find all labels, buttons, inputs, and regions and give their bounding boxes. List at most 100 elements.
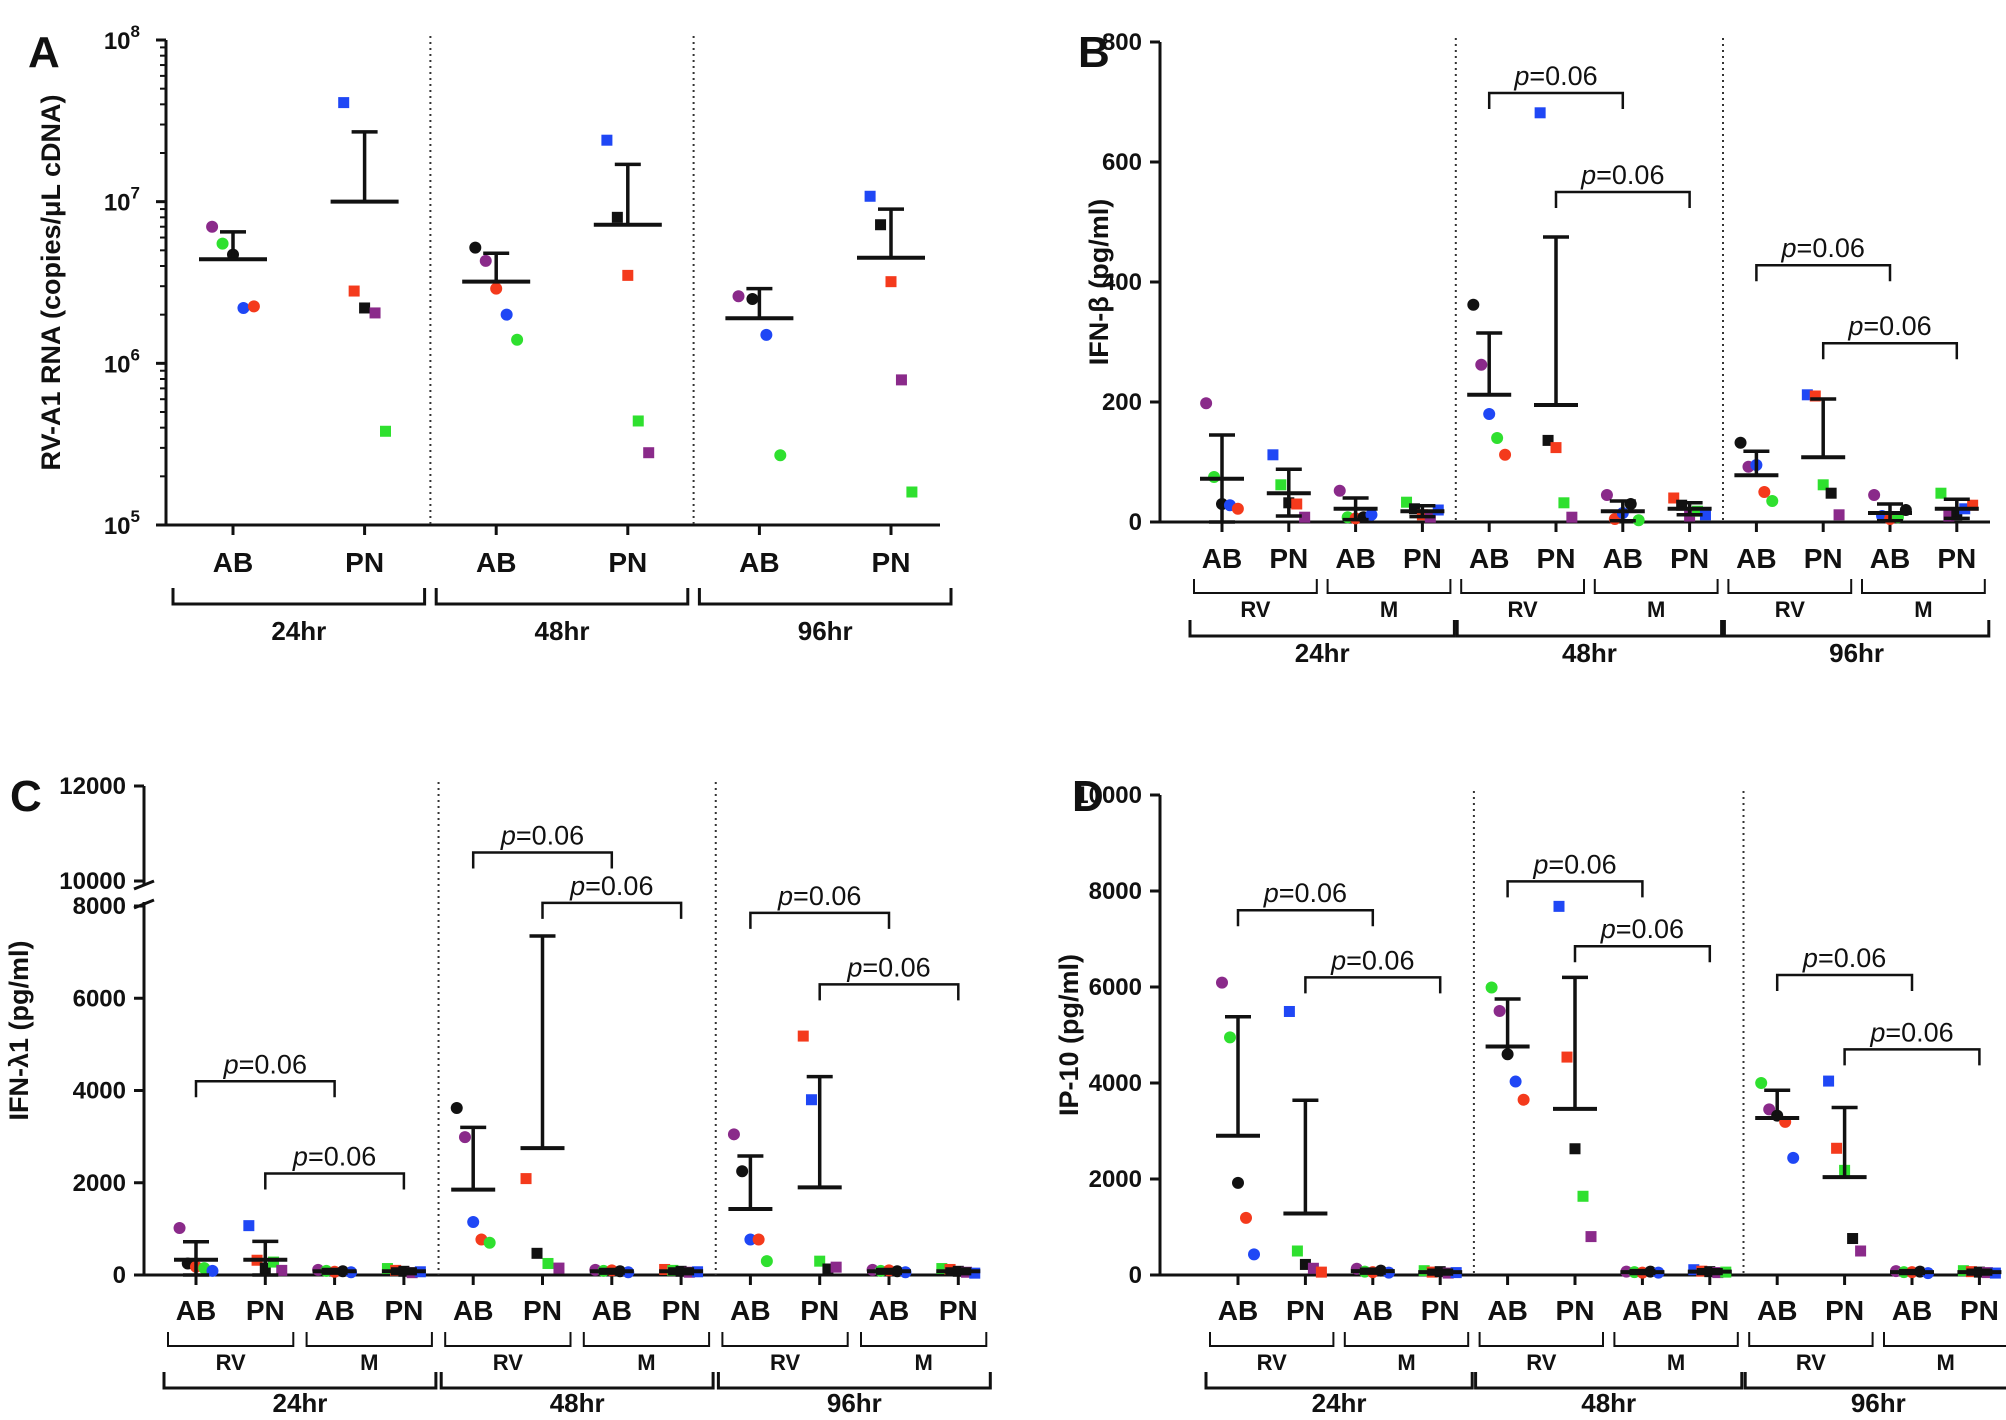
p-value: =0.06 [308, 1142, 376, 1172]
data-point [1561, 1051, 1573, 1063]
data-point [1823, 1075, 1835, 1087]
p-symbol: p [500, 821, 516, 851]
data-point [450, 1102, 463, 1115]
data-point [469, 241, 482, 254]
p-value-label: p=0.06 [500, 821, 584, 851]
group-bracket [1727, 579, 1853, 594]
p-value-label: p=0.06 [292, 1142, 376, 1172]
y-tick-label: 6000 [73, 985, 126, 1012]
data-point [1825, 487, 1837, 499]
y-axis-label: IFN-β (pg/ml) [1084, 199, 1114, 365]
p-symbol: p [1869, 1017, 1885, 1047]
p-value: =0.06 [1863, 311, 1931, 341]
p-symbol: p [1600, 914, 1616, 944]
category-label: AB [1757, 1295, 1797, 1326]
data-point [752, 1233, 765, 1246]
data-point [338, 97, 350, 109]
group-bracket [1748, 1332, 1874, 1347]
p-symbol: p [1532, 849, 1548, 879]
category-label: PN [1670, 543, 1709, 574]
data-point [380, 425, 391, 437]
data-point [479, 254, 492, 267]
category-label: PN [1421, 1295, 1460, 1326]
data-point [1577, 1190, 1589, 1202]
data-point [1475, 358, 1488, 371]
data-point [243, 1220, 255, 1232]
p-value: =0.06 [1885, 1017, 1953, 1047]
group-bracket [444, 1332, 572, 1347]
p-value-label: p=0.06 [1263, 878, 1347, 908]
category-label: AB [1870, 543, 1910, 574]
data-point [369, 307, 381, 319]
group-label: M [1914, 597, 1932, 622]
y-tick-base: 10 [104, 513, 131, 540]
data-point [359, 302, 371, 314]
category-label: AB [1892, 1295, 1932, 1326]
p-symbol: p [1580, 160, 1596, 190]
category-label: AB [213, 547, 253, 578]
group-bracket [1861, 579, 1986, 594]
group-bracket [1593, 579, 1719, 594]
timepoint-label: 48hr [1562, 638, 1617, 668]
timepoint-label: 24hr [1312, 1388, 1367, 1415]
group-label: M [637, 1350, 655, 1375]
p-value-label: p=0.06 [223, 1049, 307, 1079]
data-point [237, 301, 250, 314]
data-point [490, 282, 503, 295]
data-point [1483, 408, 1496, 420]
y-tick-label: 10000 [1075, 782, 1142, 809]
group-bracket [1209, 1332, 1335, 1347]
data-point [1755, 1077, 1768, 1089]
timepoint-bracket [1743, 1372, 2006, 1390]
y-tick-label: 200 [1102, 389, 1142, 416]
data-point [1585, 1231, 1597, 1243]
group-label: RV [1257, 1350, 1287, 1375]
group-bracket [721, 1332, 849, 1347]
category-label: PN [608, 547, 647, 578]
p-value: =0.06 [239, 1049, 307, 1079]
data-point [467, 1215, 480, 1228]
data-point [1787, 1151, 1800, 1164]
category-label: AB [1603, 543, 1643, 574]
p-value: =0.06 [1529, 61, 1597, 91]
data-point [1491, 432, 1504, 444]
y-tick-exponent: 8 [131, 22, 140, 41]
data-point [1632, 514, 1645, 527]
panel-a: ARV-A1 RNA (copies/μL cDNA)105106107108A… [28, 22, 953, 646]
category-label: AB [1202, 543, 1242, 574]
data-point [774, 449, 787, 462]
group-bracket [860, 1332, 988, 1347]
timepoint-bracket [1455, 620, 1724, 638]
category-label: PN [1403, 543, 1442, 574]
significance-bracket [1843, 1048, 1981, 1066]
p-value: =0.06 [585, 871, 653, 901]
p-symbol: p [292, 1142, 308, 1172]
data-point [1299, 511, 1311, 523]
data-point [542, 1257, 554, 1269]
p-value: =0.06 [1797, 233, 1865, 263]
group-label: M [914, 1350, 932, 1375]
data-point [760, 1255, 773, 1268]
group-bracket [1883, 1332, 2006, 1347]
data-point [864, 190, 876, 202]
timepoint-bracket [1474, 1372, 1744, 1390]
category-label: AB [314, 1295, 354, 1326]
p-symbol: p [1802, 943, 1818, 973]
category-label: PN [1960, 1295, 1999, 1326]
group-label: RV [770, 1350, 800, 1375]
data-point [1291, 1245, 1303, 1257]
category-label: AB [176, 1295, 216, 1326]
data-point [1967, 499, 1979, 511]
data-point [1493, 1005, 1506, 1017]
group-bracket [1326, 579, 1452, 594]
data-point [1223, 1031, 1236, 1044]
data-point [553, 1262, 565, 1274]
data-point [1200, 397, 1213, 410]
timepoint-label: 96hr [1851, 1388, 1906, 1415]
group-bracket [1613, 1332, 1739, 1347]
data-point [1558, 497, 1570, 509]
category-label: AB [1353, 1295, 1393, 1326]
p-symbol: p [777, 881, 793, 911]
data-point [1833, 509, 1845, 521]
p-value-label: p=0.06 [1869, 1017, 1953, 1047]
